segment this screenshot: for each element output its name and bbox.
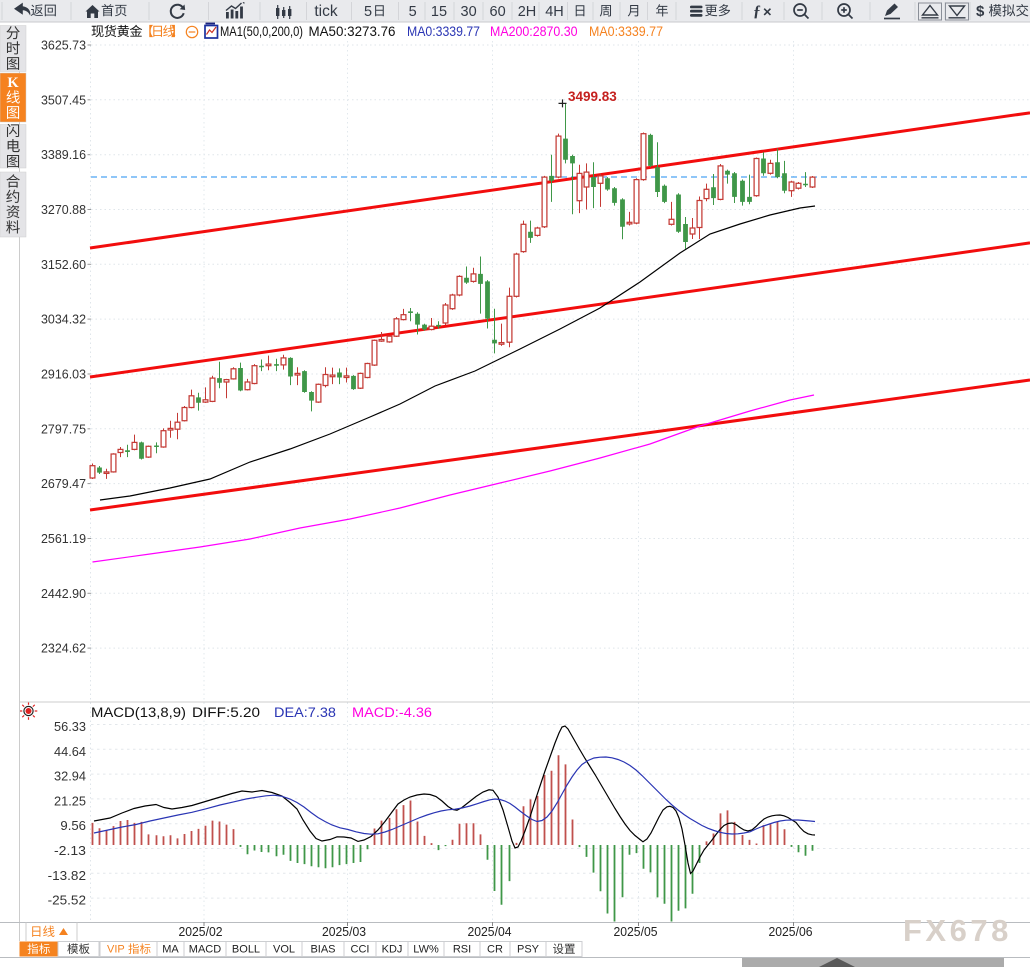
svg-text:60: 60 xyxy=(490,4,506,20)
svg-text:MA0:3339.77: MA0:3339.77 xyxy=(407,24,480,39)
svg-text:MA50:3273.76: MA50:3273.76 xyxy=(309,24,396,39)
svg-text:MACD:-4.36: MACD:-4.36 xyxy=(352,705,432,720)
svg-text:VIP: VIP xyxy=(107,944,125,956)
svg-text:2324.62: 2324.62 xyxy=(41,641,86,656)
svg-text:5: 5 xyxy=(364,4,372,20)
svg-text:RSI: RSI xyxy=(453,944,471,956)
svg-text:CR: CR xyxy=(487,944,503,956)
svg-text:2H: 2H xyxy=(518,4,537,20)
svg-text:30: 30 xyxy=(461,4,477,20)
svg-text:2561.19: 2561.19 xyxy=(41,531,86,546)
svg-text:PSY: PSY xyxy=(517,944,540,956)
svg-text:LW%: LW% xyxy=(413,944,439,956)
svg-text:KDJ: KDJ xyxy=(382,944,403,956)
svg-text:2025/04: 2025/04 xyxy=(468,925,512,939)
svg-text:2916.03: 2916.03 xyxy=(41,366,86,381)
svg-text:44.64: 44.64 xyxy=(54,744,86,759)
svg-text:K: K xyxy=(7,75,19,91)
svg-text:-2.13: -2.13 xyxy=(54,843,86,858)
svg-text:2797.75: 2797.75 xyxy=(41,421,86,436)
svg-text:3270.88: 3270.88 xyxy=(41,202,86,217)
svg-text:3034.32: 3034.32 xyxy=(41,312,86,327)
svg-text:-25.52: -25.52 xyxy=(48,893,86,908)
svg-text:2025/03: 2025/03 xyxy=(322,925,366,939)
svg-text:MACD(13,8,9): MACD(13,8,9) xyxy=(91,705,186,720)
svg-text:4H: 4H xyxy=(545,4,564,20)
svg-text:MA: MA xyxy=(162,944,179,956)
svg-text:-13.82: -13.82 xyxy=(48,868,86,883)
svg-text:DIFF:5.20: DIFF:5.20 xyxy=(192,705,260,720)
svg-text:VOL: VOL xyxy=(273,944,295,956)
svg-text:MA200:2870.30: MA200:2870.30 xyxy=(490,24,578,39)
svg-text:15: 15 xyxy=(431,4,447,20)
svg-text:CCI: CCI xyxy=(351,944,370,956)
svg-text:✕: ✕ xyxy=(763,7,773,19)
svg-text:MA1(50,0,200,0): MA1(50,0,200,0) xyxy=(220,24,303,39)
svg-text:2442.90: 2442.90 xyxy=(41,586,86,601)
svg-text:9.56: 9.56 xyxy=(60,818,86,833)
svg-text:ƒ: ƒ xyxy=(753,3,761,20)
svg-text:21.25: 21.25 xyxy=(54,793,86,808)
svg-text:FX678: FX678 xyxy=(903,913,1012,948)
svg-text:3389.16: 3389.16 xyxy=(41,147,86,162)
svg-text:BIAS: BIAS xyxy=(310,944,335,956)
svg-text:3499.83: 3499.83 xyxy=(568,89,617,104)
svg-text:MACD: MACD xyxy=(189,944,221,956)
svg-text:2679.47: 2679.47 xyxy=(41,476,86,491)
svg-text:MA0:3339.77: MA0:3339.77 xyxy=(589,24,663,39)
svg-text:3507.45: 3507.45 xyxy=(41,92,86,107)
svg-text:3152.60: 3152.60 xyxy=(41,257,86,272)
svg-text:$: $ xyxy=(976,3,985,20)
svg-text:2025/05: 2025/05 xyxy=(614,925,658,939)
svg-text:DEA:7.38: DEA:7.38 xyxy=(274,705,336,720)
svg-text:BOLL: BOLL xyxy=(232,944,260,956)
svg-text:tick: tick xyxy=(314,3,338,20)
svg-text:56.33: 56.33 xyxy=(54,719,86,734)
svg-text:2025/06: 2025/06 xyxy=(769,925,813,939)
svg-text:2025/02: 2025/02 xyxy=(179,925,223,939)
svg-text:3625.73: 3625.73 xyxy=(41,38,86,53)
svg-text:32.94: 32.94 xyxy=(54,769,86,784)
svg-text:5: 5 xyxy=(409,4,417,20)
